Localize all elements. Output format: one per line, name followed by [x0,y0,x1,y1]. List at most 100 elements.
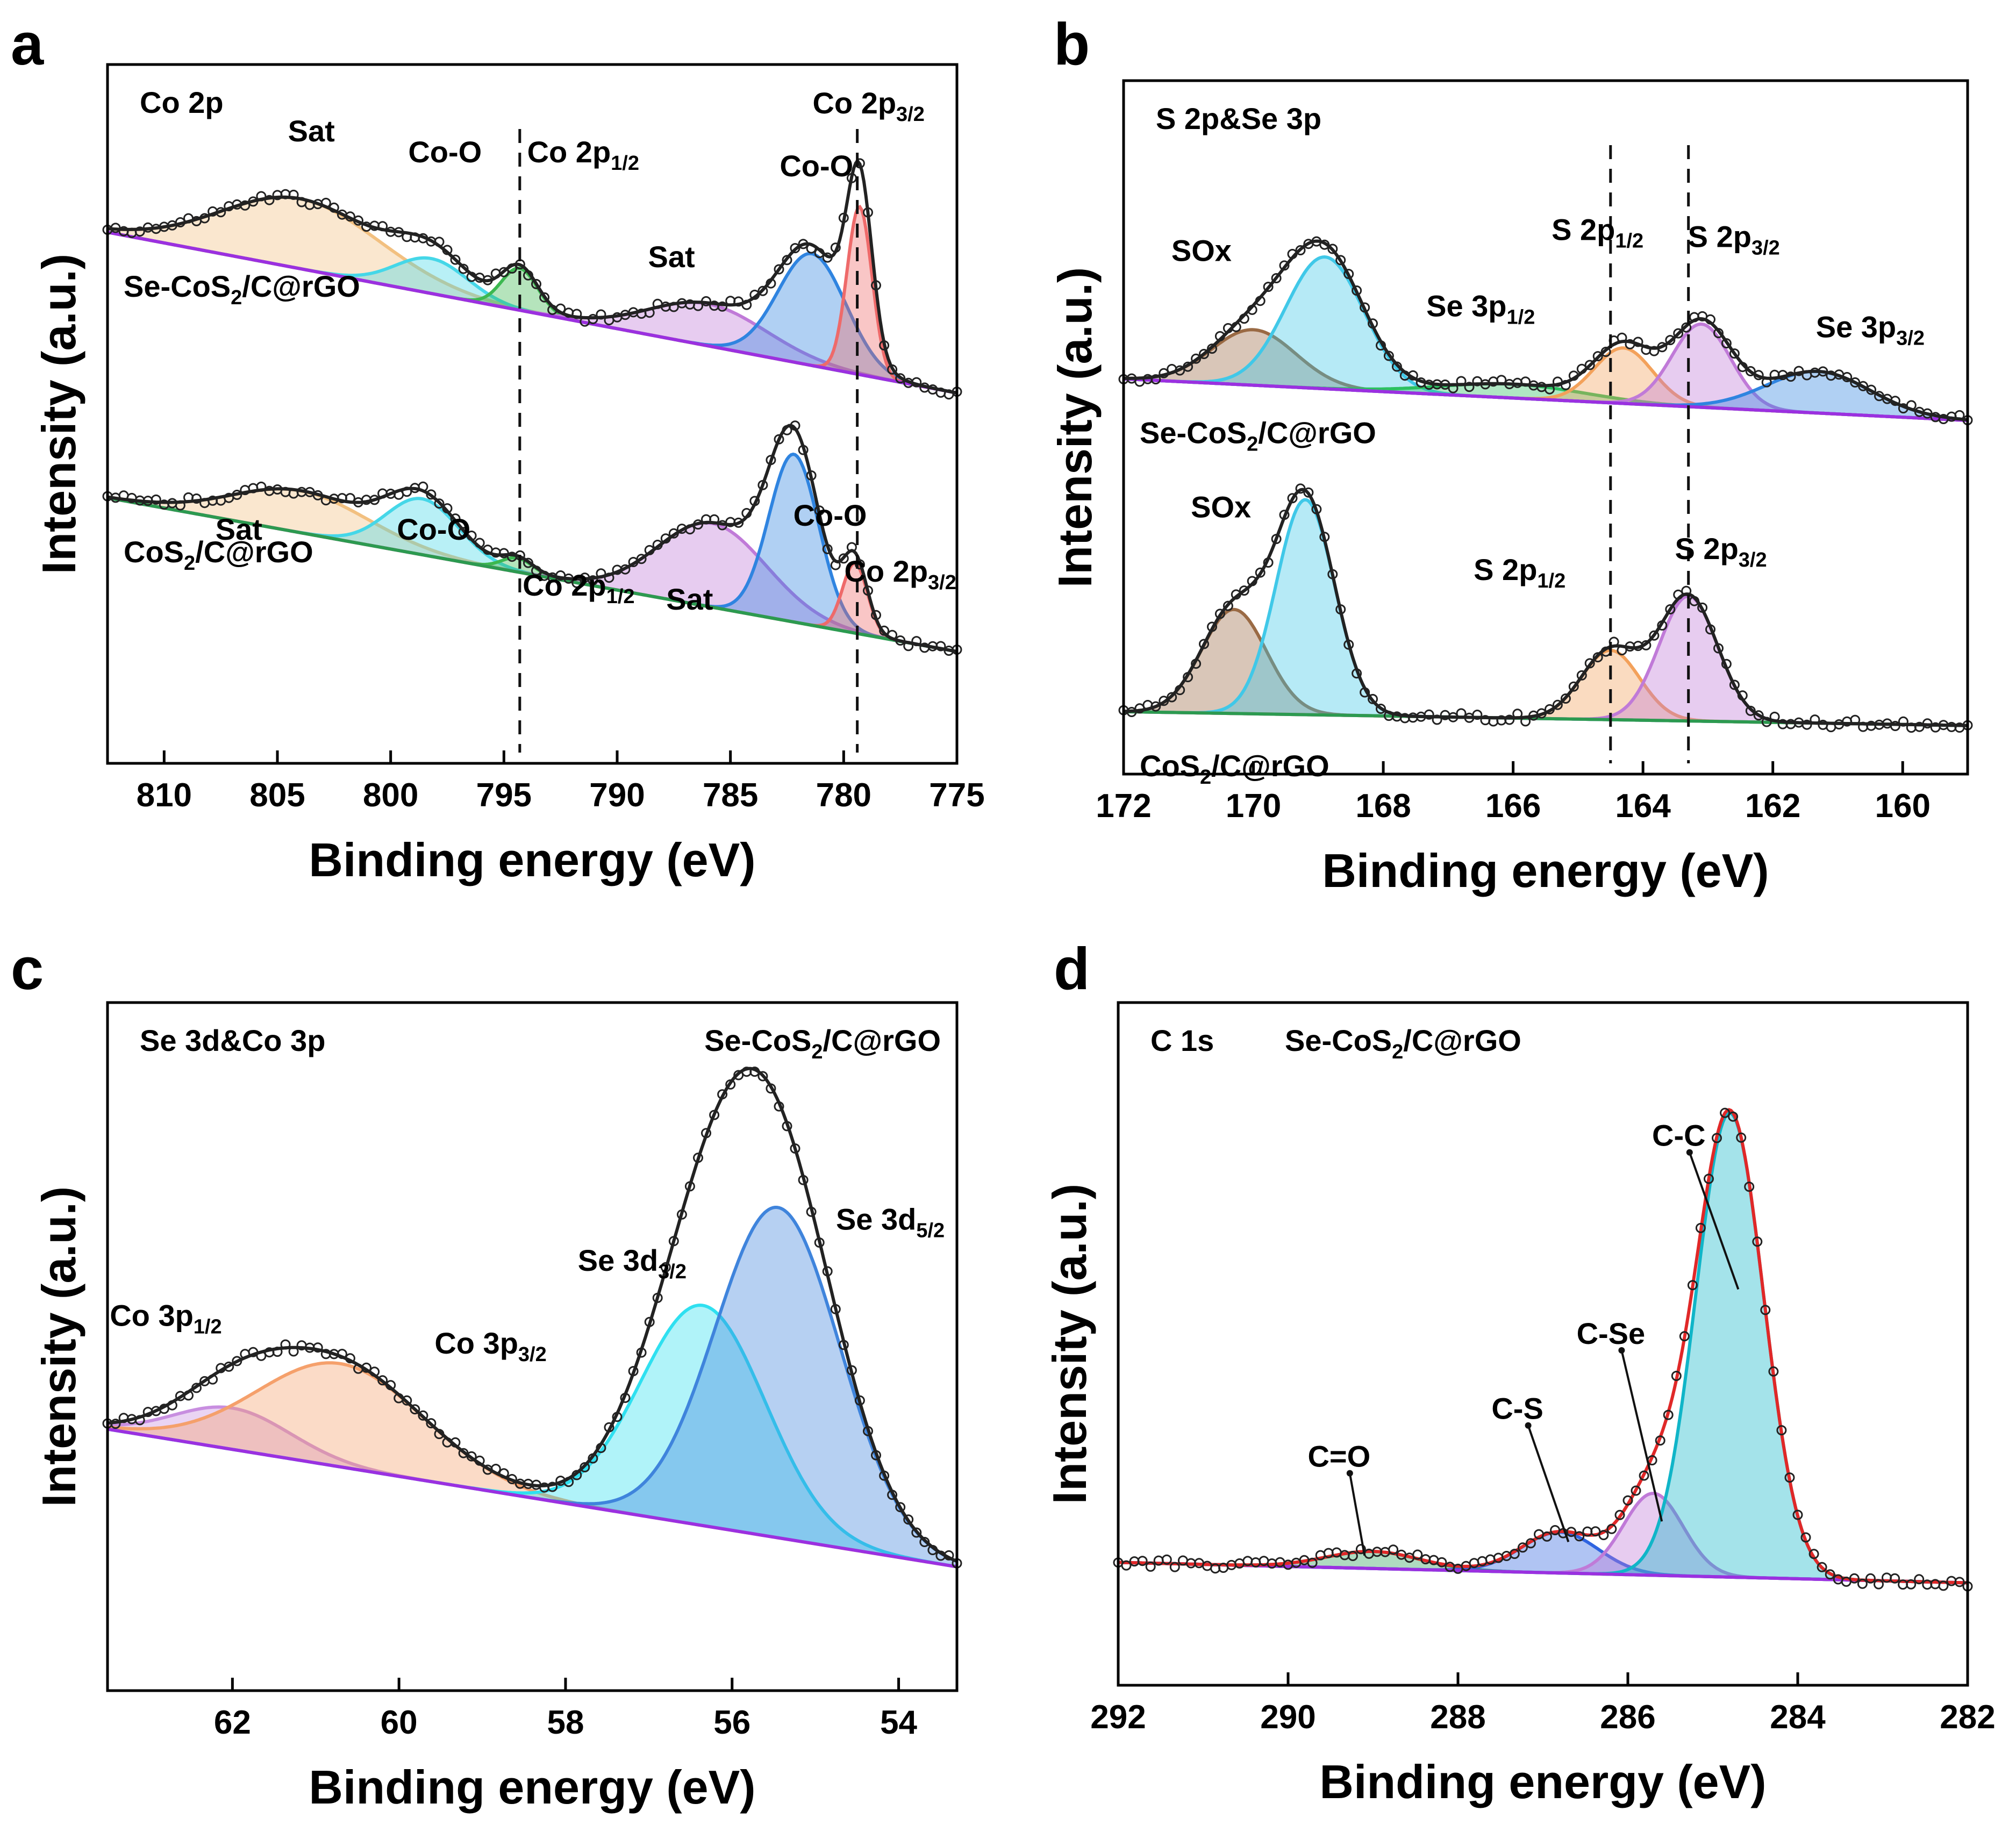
data-point [1689,596,1700,606]
data-point [394,227,404,238]
data-point [668,528,679,539]
data-point [604,572,614,583]
data-point [854,559,865,570]
data-point [1247,576,1257,586]
data-point [588,314,598,324]
data-point [1705,314,1715,325]
data-point [1464,382,1475,392]
data-point [426,489,437,500]
data-point [151,494,161,505]
data-point [1536,708,1547,719]
data-point [1721,659,1732,669]
data-point [264,195,275,205]
x-axis-title: Binding energy (eV) [309,833,755,886]
data-point [1436,1557,1447,1568]
data-point [1906,400,1917,411]
x-tick-label: 805 [249,777,305,814]
data-point [774,434,784,445]
data-point [1665,604,1676,614]
data-point [644,1316,655,1327]
peak-label-1: Co 3p3/2 [434,1326,546,1366]
data-point [1388,1544,1399,1555]
data-point [547,1482,558,1492]
arrow-head [1686,1149,1693,1156]
data-point [1520,376,1531,387]
data-point [1938,1580,1949,1591]
data-point [134,226,145,237]
data-point [1432,714,1442,725]
data-point [1504,714,1515,725]
data-point [328,202,339,213]
data-point [312,1342,323,1353]
data-point [830,1304,841,1314]
data-point [369,1366,380,1377]
data-point [563,573,574,584]
data-point [232,490,242,500]
data-point [1681,585,1692,596]
data-point [563,1477,574,1487]
data-point [1681,322,1692,333]
data-point [1745,705,1756,716]
data-point [1368,318,1378,329]
data-point [822,1266,833,1277]
data-point [1728,1111,1739,1122]
plot-frame [106,1001,959,1692]
data-point [1126,707,1137,717]
data-point [903,1514,914,1525]
data-point [361,1362,371,1373]
annotation-arrow [1527,1425,1570,1542]
data-point [1792,1509,1803,1520]
data-point [1600,347,1611,357]
panel-letter-d: d [1054,936,1090,1002]
data-point [676,1209,687,1220]
data-point [652,1292,663,1303]
data-point [1753,370,1764,381]
data-point [191,493,202,504]
data-point [571,309,582,319]
data-point [248,1347,259,1357]
data-point [183,1390,194,1401]
data-point [1355,1544,1366,1555]
data-point [1214,331,1225,341]
data-point [1808,1549,1819,1559]
corner-label: S 2p&Se 3p [1156,102,1321,135]
data-point [320,197,331,208]
data-point [288,189,299,200]
x-tick-label: 775 [929,777,984,814]
data-point [1383,350,1394,361]
data-point [1705,624,1715,635]
annotation-arrow [1688,1152,1740,1290]
data-point [1552,699,1563,710]
x-tick-label: 166 [1485,788,1541,825]
data-point [943,1550,954,1561]
data-point [871,610,881,620]
data-point [1617,645,1627,656]
data-point [1584,360,1595,370]
data-point [539,292,550,303]
data-point [1697,602,1708,613]
x-tick-label: 800 [363,777,418,814]
data-point [863,207,873,218]
data-point [1509,1549,1520,1559]
data-point [571,577,582,588]
data-point [1598,1530,1609,1541]
data-point [1307,1557,1318,1568]
data-point [1456,376,1467,387]
data-point [1874,1579,1884,1590]
data-point [1866,384,1877,395]
x-axis-title: Binding energy (eV) [309,1761,755,1814]
corner-label: Co 2p [140,85,224,119]
data-point [604,1422,614,1433]
peak-label-8: Co 2p1/2 [523,568,634,608]
y-axis-title: Intensity (a.u.) [1043,1184,1096,1505]
data-point [272,1347,283,1357]
data-point [1169,1562,1180,1572]
peak-label-11: Co 2p3/2 [844,554,956,594]
peak-label-3: Sat [648,240,695,274]
data-point [790,1143,800,1154]
baseline [107,231,957,395]
data-point [466,531,477,541]
spectrum-a-0: Se-CoS2/C@rGO [102,158,962,400]
x-tick-label: 286 [1600,1699,1655,1736]
